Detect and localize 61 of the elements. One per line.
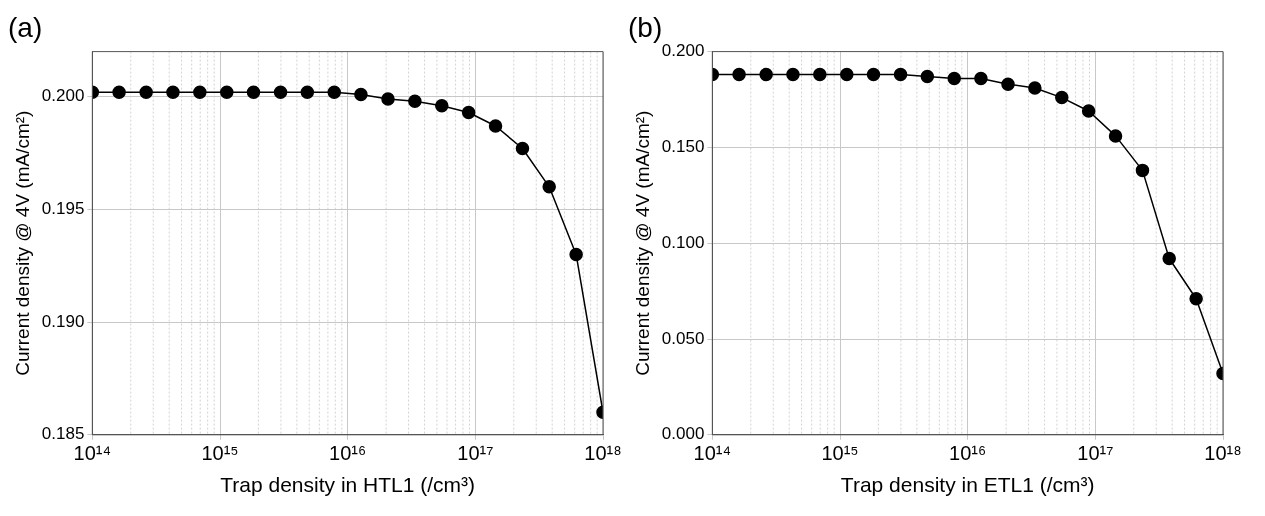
x-axis-title: Trap density in HTL1 (/cm³) [220,473,476,497]
x-tick-label: 10¹⁷ [457,442,494,465]
point [866,67,881,82]
point [139,85,153,99]
y-axis-title: Current density @ 4V (mA/cm²) [631,110,653,376]
y-axis-title: Current density @ 4V (mA/cm²) [11,110,33,376]
y-tick-label: 0.185 [41,424,85,444]
y-tick-label: 0.050 [661,328,705,348]
point [246,85,261,99]
y-tick-label: 0.190 [41,311,85,331]
y-tick-label: 0.200 [41,86,85,106]
x-tick-label: 10¹⁵ [821,442,859,465]
point [354,87,368,102]
point [1081,104,1096,118]
x-tick-label: 10¹⁸ [584,442,622,465]
y-tick-label: 0.200 [661,41,705,61]
point [1189,292,1203,306]
point [166,85,180,99]
x-tick-label: 10¹⁸ [1204,442,1242,465]
point [1028,81,1042,95]
point [408,94,422,108]
y-tick-label: 0.000 [661,424,705,444]
point [1135,163,1150,178]
point [112,85,126,99]
point [974,71,988,86]
x-tick-label: 10¹⁴ [73,442,112,465]
point [732,67,746,82]
point [381,92,395,106]
point [920,69,935,84]
chart-title: (b) [628,11,663,43]
x-tick-label: 10¹⁶ [329,442,367,465]
point [193,85,207,99]
x-tick-label: 10¹⁴ [693,442,732,465]
point [542,180,556,194]
point [461,105,476,120]
point [1162,251,1176,266]
y-tick-label: 0.100 [661,232,705,252]
x-axis-title: Trap density in ETL1 (/cm³) [840,473,1095,497]
x-tick-label: 10¹⁵ [201,442,239,465]
point [488,119,503,133]
point [1055,90,1069,105]
chart-title: (a) [8,11,43,43]
point [273,85,288,99]
x-tick-label: 10¹⁶ [949,442,987,465]
point [569,247,583,262]
point [947,71,961,86]
y-tick-label: 0.195 [41,199,85,219]
point [840,67,854,82]
point [435,98,449,113]
point [515,141,530,156]
point [759,67,773,82]
point [220,85,234,99]
point [1108,129,1123,143]
y-tick-label: 0.150 [661,137,705,157]
x-tick-label: 10¹⁷ [1077,442,1114,465]
point [893,67,908,82]
point [813,67,827,82]
point [327,85,341,99]
point [1001,77,1015,91]
point [786,67,800,82]
point [300,85,315,99]
